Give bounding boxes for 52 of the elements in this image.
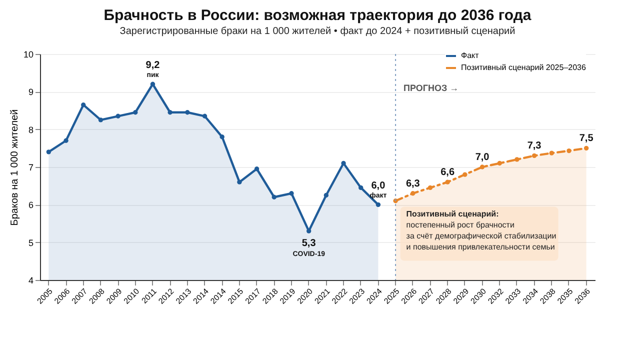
point <box>445 180 450 184</box>
data-label: 7,3 <box>527 140 542 152</box>
y-tick-label: 5 <box>28 238 34 248</box>
point <box>116 114 120 118</box>
chart-subtitle: Зарегистрированные браки на 1 000 жителей • факт до 2024 + позитивный сценарий <box>120 26 516 37</box>
data-label: 6,0 <box>371 180 386 192</box>
chart-title: Брачность в России: возможная траектория до 2036 года <box>104 7 532 24</box>
ref-line-label: ПРОГНОЗ → <box>404 83 459 93</box>
legend-label: Факт <box>461 51 480 60</box>
point <box>549 150 554 156</box>
y-tick-label: 6 <box>28 200 34 210</box>
point <box>341 160 346 166</box>
point <box>46 150 52 154</box>
point <box>358 185 364 190</box>
point <box>514 157 520 162</box>
data-label: 7,5 <box>579 133 594 144</box>
point <box>532 153 537 158</box>
point <box>480 164 485 170</box>
point <box>185 110 190 115</box>
point <box>324 192 329 198</box>
point <box>202 114 208 118</box>
y-tick-label: 7 <box>28 162 34 172</box>
point <box>566 148 572 154</box>
data-label: 5,3 <box>302 238 316 250</box>
point <box>497 160 502 166</box>
y-tick-label: 4 <box>28 276 34 286</box>
point <box>462 172 468 177</box>
point <box>410 191 416 196</box>
point <box>220 134 224 140</box>
y-axis-title: Браков на 1 000 жителей <box>9 109 20 226</box>
point <box>98 118 104 122</box>
point <box>133 110 138 115</box>
point <box>150 82 156 86</box>
y-tick-label: 10 <box>23 50 34 60</box>
point <box>584 146 589 151</box>
point <box>376 202 381 208</box>
data-label: 7,0 <box>475 152 490 163</box>
point <box>272 194 276 200</box>
legend-label: Позитивный сценарий 2025–2036 <box>461 63 586 72</box>
point <box>254 166 260 172</box>
annotation: Позитивный сценарий: постепенный рост брачности за счёт демографической стабилизации и повышения привлекательности семьи <box>406 210 556 252</box>
point <box>168 110 172 115</box>
point <box>237 180 242 184</box>
point <box>428 185 433 190</box>
y-tick-label: 8 <box>28 124 34 135</box>
point <box>289 191 294 196</box>
point <box>81 102 86 108</box>
data-label: 6,6 <box>440 167 455 178</box>
y-tick-label: 9 <box>28 87 34 98</box>
point <box>64 138 68 143</box>
data-label: 9,2 <box>146 60 160 72</box>
data-label: 6,3 <box>406 178 420 190</box>
